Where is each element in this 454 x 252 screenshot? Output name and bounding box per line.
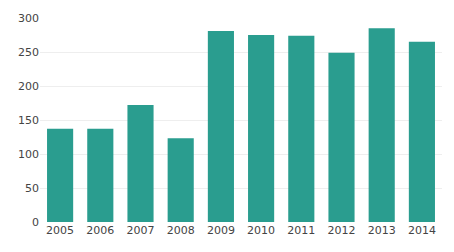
svg-text:300: 300 <box>18 12 39 25</box>
svg-text:2011: 2011 <box>287 224 315 237</box>
svg-text:100: 100 <box>18 148 39 161</box>
svg-text:2010: 2010 <box>247 224 275 237</box>
svg-text:2012: 2012 <box>328 224 356 237</box>
svg-text:2006: 2006 <box>86 224 114 237</box>
svg-text:2005: 2005 <box>46 224 74 237</box>
svg-text:2008: 2008 <box>167 224 195 237</box>
svg-text:150: 150 <box>18 114 39 127</box>
svg-text:2009: 2009 <box>207 224 235 237</box>
svg-text:2014: 2014 <box>408 224 436 237</box>
svg-text:200: 200 <box>18 80 39 93</box>
svg-text:250: 250 <box>18 46 39 59</box>
svg-text:2013: 2013 <box>368 224 396 237</box>
svg-text:2007: 2007 <box>127 224 155 237</box>
svg-text:50: 50 <box>25 182 39 195</box>
svg-text:0: 0 <box>32 216 39 229</box>
